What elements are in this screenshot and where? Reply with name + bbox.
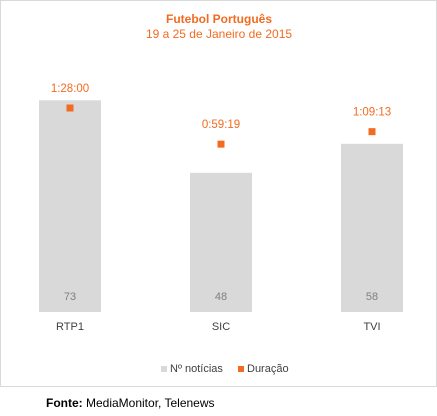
bar-sic	[190, 172, 252, 312]
source-label: Fonte:	[46, 396, 83, 410]
chart-frame: Futebol Português 19 a 25 de Janeiro de …	[0, 0, 437, 387]
chart: Futebol Português 19 a 25 de Janeiro de …	[39, 12, 403, 375]
chart-subtitle: 19 a 25 de Janeiro de 2015	[146, 27, 292, 41]
bar-rtp1	[39, 100, 101, 312]
legend-swatch-noticias	[161, 366, 167, 372]
duration-label-rtp1: 1:28:00	[51, 83, 89, 95]
bar-value-label-sic: 48	[215, 291, 227, 303]
legend-label-duracao: Duração	[247, 363, 289, 375]
plot-area: 73 1:28:00 RTP1 48 0:59:19 SIC 58 1:09:13 TVI	[39, 83, 403, 333]
source-note: Fonte: MediaMonitor, Telenews	[46, 396, 215, 410]
category-label-sic: SIC	[212, 321, 230, 333]
legend-swatch-duracao	[238, 366, 244, 372]
legend: Nº notícias Duração	[161, 363, 289, 375]
category-label-tvi: TVI	[363, 321, 380, 333]
bar-value-label-rtp1: 73	[64, 291, 76, 303]
bar-tvi	[341, 143, 403, 312]
duration-marker-sic	[217, 140, 225, 148]
legend-label-noticias: Nº notícias	[170, 363, 223, 375]
category-label-rtp1: RTP1	[56, 321, 84, 333]
source-text: MediaMonitor, Telenews	[82, 396, 215, 410]
chart-title: Futebol Português	[166, 12, 272, 26]
duration-marker-tvi	[368, 128, 376, 136]
duration-label-tvi: 1:09:13	[353, 107, 391, 119]
bar-value-label-tvi: 58	[366, 291, 378, 303]
duration-label-sic: 0:59:19	[202, 119, 240, 131]
duration-marker-rtp1	[66, 104, 74, 112]
